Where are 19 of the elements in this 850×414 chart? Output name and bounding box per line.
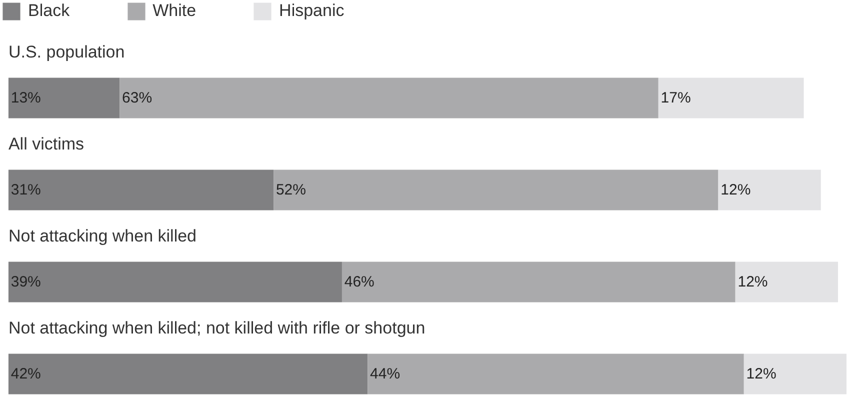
data-label: 12% [720,182,751,199]
y-tick-label: All victims [8,134,84,154]
data-label: 39% [10,274,41,291]
data-label: 42% [10,366,41,383]
y-tick-label: Not attacking when killed [8,226,197,246]
legend-label: Hispanic [279,1,344,21]
data-label: 31% [10,182,41,199]
data-label: 12% [746,366,776,383]
y-tick-label: Not attacking when killed; not killed with rifle or shotgun [8,318,426,338]
data-label: 13% [10,90,41,107]
legend-label: Black [28,1,70,21]
y-tick-label: U.S. population [8,42,125,62]
data-label: 52% [276,182,306,199]
data-label: 46% [344,274,374,291]
data-label: 17% [660,90,691,107]
data-label: 12% [738,274,768,291]
legend-label: White [152,1,196,21]
data-label: 63% [122,90,152,107]
data-label: 44% [370,366,400,383]
